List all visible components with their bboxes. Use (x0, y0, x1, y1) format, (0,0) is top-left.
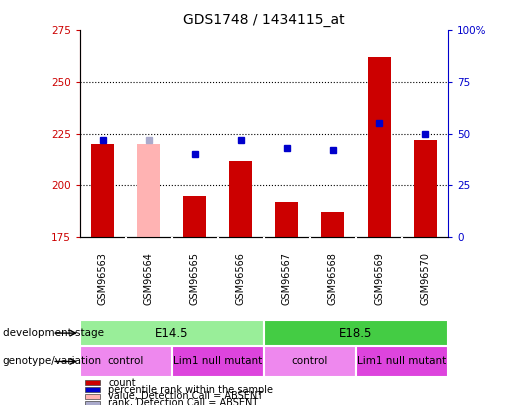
Bar (264, 346, 356, 377)
Bar (229, 160, 252, 237)
Text: count: count (108, 378, 136, 388)
Text: E18.5: E18.5 (339, 326, 373, 340)
Text: GSM96564: GSM96564 (144, 252, 154, 305)
Text: development stage: development stage (3, 328, 104, 338)
Text: E14.5: E14.5 (155, 326, 188, 340)
Text: GSM96567: GSM96567 (282, 252, 292, 305)
Text: control: control (292, 356, 328, 367)
Bar (414, 140, 437, 237)
Title: GDS1748 / 1434115_at: GDS1748 / 1434115_at (183, 13, 345, 27)
Text: GSM96570: GSM96570 (420, 252, 430, 305)
Text: GSM96565: GSM96565 (190, 252, 200, 305)
Bar (91, 144, 114, 237)
Text: rank, Detection Call = ABSENT: rank, Detection Call = ABSENT (108, 399, 259, 405)
Text: percentile rank within the sample: percentile rank within the sample (108, 385, 273, 394)
Text: GSM96563: GSM96563 (98, 252, 108, 305)
Bar (321, 212, 345, 237)
Bar (264, 320, 448, 346)
Bar (80, 320, 264, 346)
Text: GSM96569: GSM96569 (374, 252, 384, 305)
Text: value, Detection Call = ABSENT: value, Detection Call = ABSENT (108, 392, 263, 401)
Text: GSM96568: GSM96568 (328, 252, 338, 305)
Bar (368, 57, 390, 237)
Bar (138, 144, 160, 237)
Text: Lim1 null mutant: Lim1 null mutant (173, 356, 263, 367)
Text: genotype/variation: genotype/variation (3, 356, 101, 367)
Bar (356, 346, 448, 377)
Text: GSM96566: GSM96566 (236, 252, 246, 305)
Text: Lim1 null mutant: Lim1 null mutant (357, 356, 447, 367)
Bar (80, 346, 172, 377)
Bar (183, 196, 207, 237)
Bar (276, 202, 299, 237)
Bar (172, 346, 264, 377)
Text: control: control (108, 356, 144, 367)
